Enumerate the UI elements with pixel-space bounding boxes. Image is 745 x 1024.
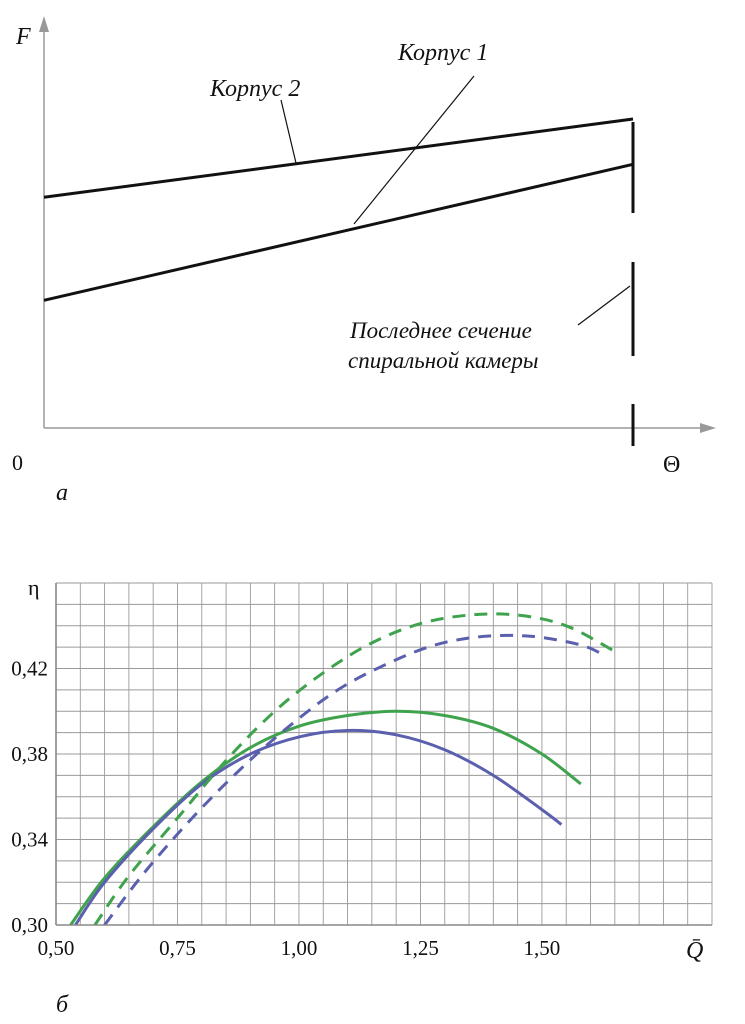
series-line-green-solid [69, 709, 582, 926]
x-tick-label: 0,75 [159, 936, 196, 960]
x-tick-label: 0,50 [38, 936, 75, 960]
panel-a-ylabel: F [15, 24, 31, 50]
series-label-korpus-2: Корпус 2 [209, 76, 300, 102]
annotation-last-section-line1: Последнее сечение [349, 318, 532, 343]
series-line-blue-solid [74, 728, 563, 926]
panel-b-ylabel: η [28, 575, 40, 600]
series-line-blue-dashed [103, 633, 606, 926]
series-line-korpus-2 [43, 117, 634, 199]
series-line-green-dashed [93, 612, 616, 926]
y-tick-label: 0,34 [11, 828, 48, 852]
panel-b-grid [55, 582, 713, 926]
panel-b: 0,50 0,75 1,00 1,25 1,50 0,30 0,34 0,38 0,42 η Q… [11, 575, 713, 1018]
x-tick-label: 1,50 [524, 936, 561, 960]
panel-a-x-arrow [700, 423, 716, 433]
annotation-last-section-line2: спиральной камеры [348, 348, 539, 373]
panel-a-xlabel: Θ [663, 452, 680, 478]
leader-last-section [577, 285, 631, 326]
panel-b-label: б [56, 992, 69, 1018]
panel-b-xlabel: Q̄ [686, 938, 703, 964]
leader-korpus-1 [353, 75, 475, 225]
x-tick-label: 1,00 [281, 936, 318, 960]
panel-b-ticks: 0,50 0,75 1,00 1,25 1,50 0,30 0,34 0,38 0,42 [11, 657, 560, 961]
y-tick-label: 0,38 [11, 742, 48, 766]
y-tick-label: 0,30 [11, 913, 48, 937]
panel-a-y-arrow [39, 16, 49, 32]
series-label-korpus-1: Корпус 1 [397, 40, 488, 66]
panel-a-label: а [56, 480, 68, 506]
panel-a: F 0 Θ а Корпус 1 Корпус 2 Последнее сече… [12, 16, 716, 506]
x-tick-label: 1,25 [402, 936, 439, 960]
panel-b-series [69, 612, 616, 926]
series-line-korpus-1 [43, 162, 634, 302]
leader-korpus-2 [280, 99, 297, 164]
panel-a-origin-label: 0 [12, 450, 23, 475]
y-tick-label: 0,42 [11, 657, 48, 681]
